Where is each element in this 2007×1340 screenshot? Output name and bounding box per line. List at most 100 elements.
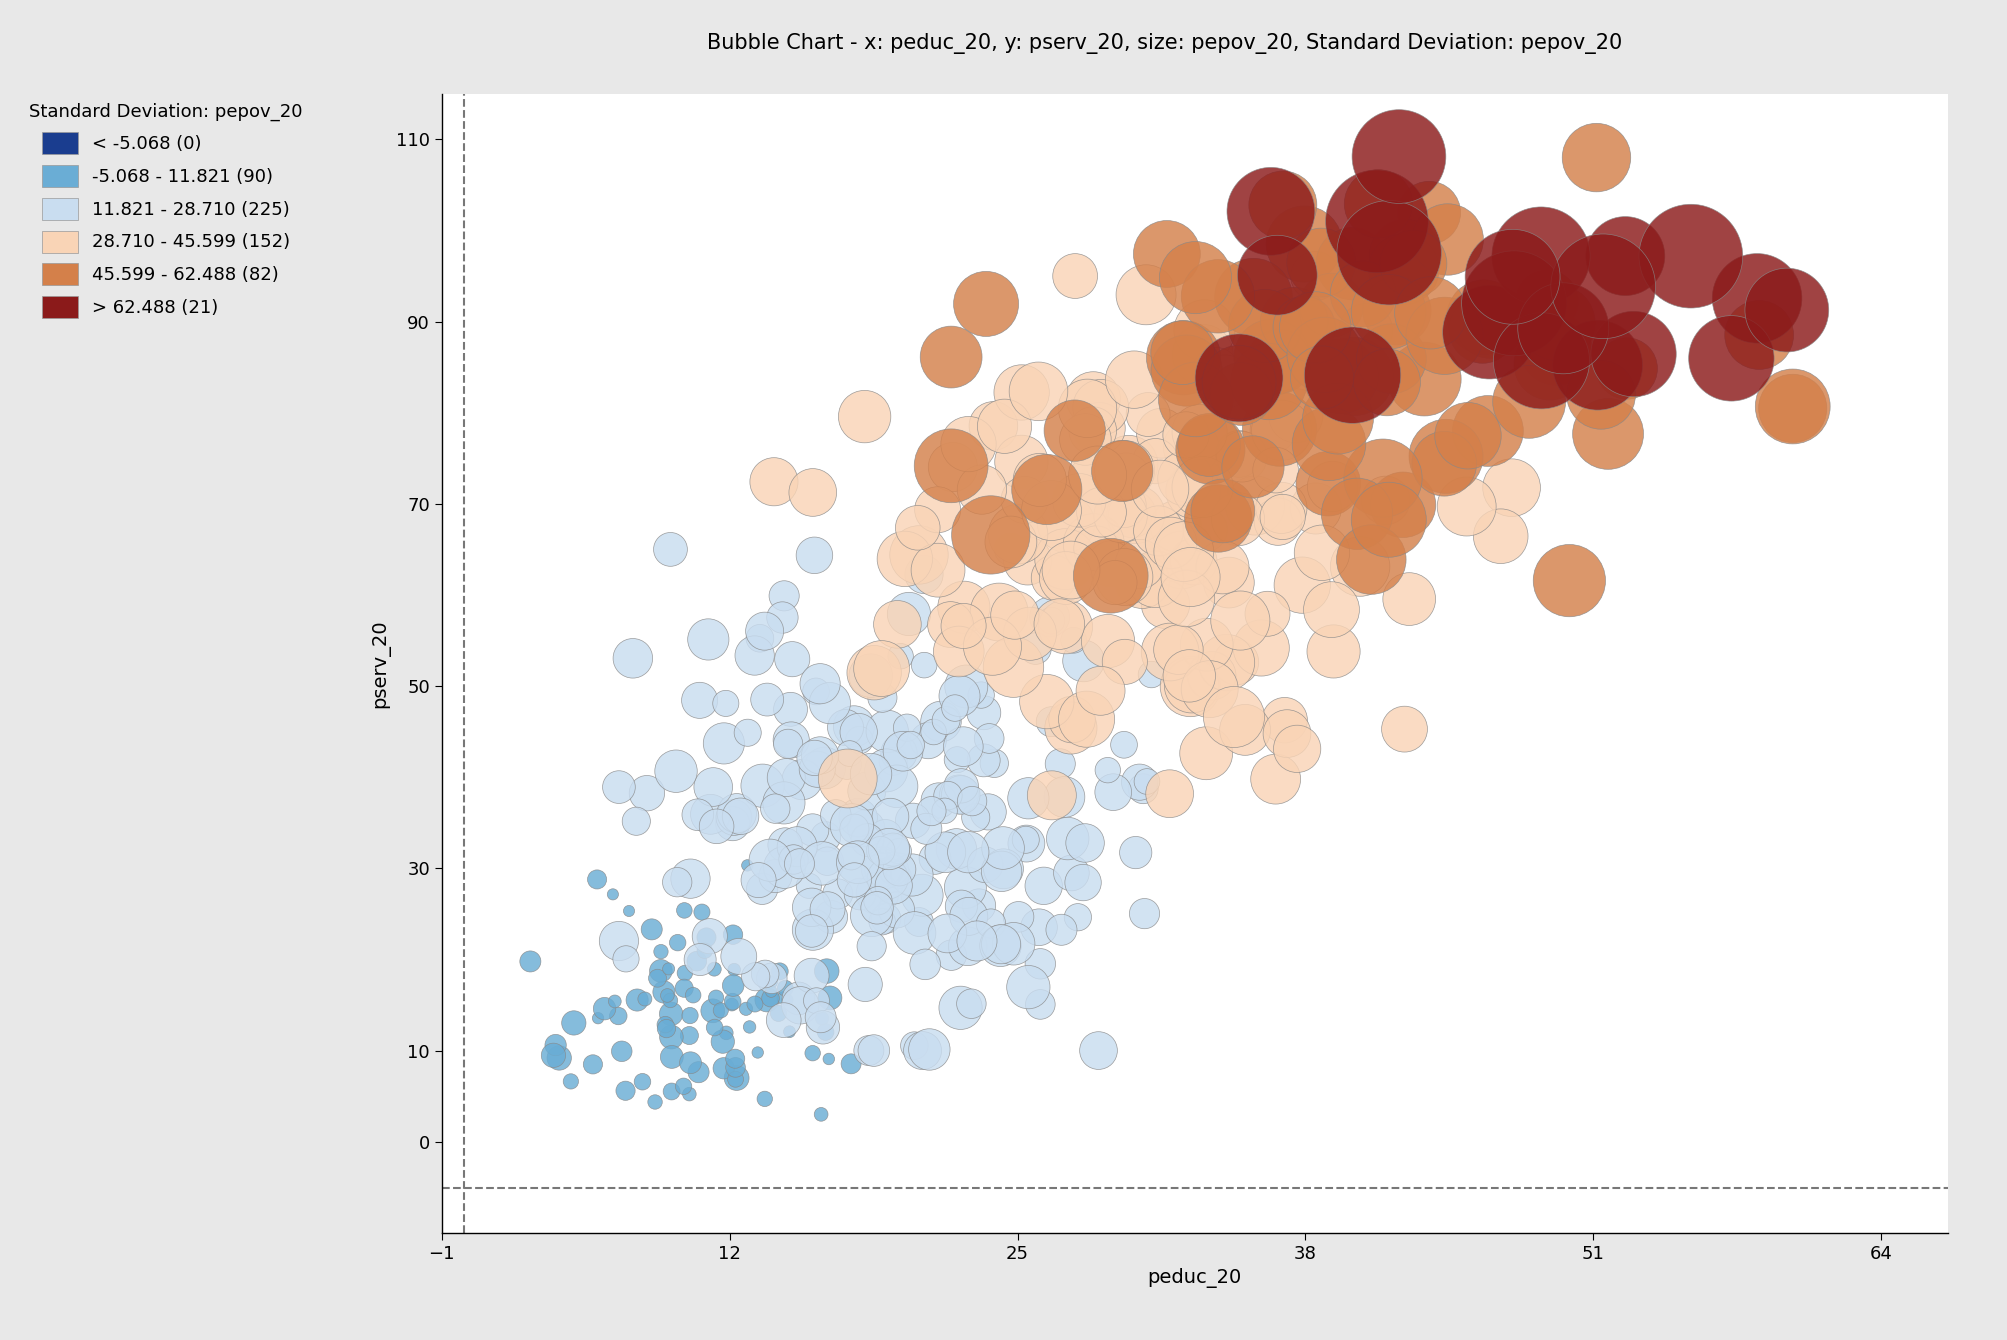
Point [1317, 641, 1349, 662]
Point [1266, 194, 1299, 216]
Point [654, 1081, 686, 1103]
Point [1056, 709, 1088, 730]
Point [871, 868, 903, 890]
Point [674, 1005, 706, 1026]
Point [751, 689, 783, 710]
Point [1254, 347, 1286, 368]
Point [1547, 318, 1580, 339]
Point [1582, 355, 1614, 377]
Point [654, 539, 686, 560]
Point [706, 1030, 739, 1052]
Point [596, 883, 628, 905]
Point [1337, 366, 1369, 387]
Point [831, 768, 863, 789]
Point [660, 761, 692, 783]
Point [1170, 360, 1202, 382]
Point [719, 1057, 751, 1079]
Point [861, 890, 893, 911]
Point [877, 859, 909, 880]
Point [951, 842, 983, 863]
Point [1001, 524, 1034, 545]
Point [1258, 460, 1291, 481]
Point [680, 950, 712, 972]
Point [708, 693, 741, 714]
Point [749, 963, 781, 985]
Point [1776, 398, 1808, 419]
Point [1449, 496, 1481, 517]
Point [1309, 344, 1341, 366]
Point [1533, 354, 1565, 375]
Point [674, 868, 706, 890]
Point [1092, 630, 1124, 651]
Point [1210, 651, 1242, 673]
Point [1471, 421, 1503, 442]
Point [869, 760, 901, 781]
Point [1254, 201, 1286, 222]
Point [1268, 709, 1301, 730]
Point [783, 988, 815, 1009]
Point [749, 1088, 781, 1110]
Point [1355, 549, 1387, 571]
Point [1373, 243, 1405, 264]
Point [1028, 875, 1060, 896]
Point [773, 1021, 805, 1043]
Point [937, 457, 969, 478]
Point [777, 649, 809, 670]
Point [554, 1071, 586, 1092]
Point [743, 627, 775, 649]
Point [1012, 977, 1044, 998]
Point [877, 875, 909, 896]
Point [905, 1040, 937, 1061]
Point [969, 854, 1001, 875]
Point [1106, 460, 1138, 481]
Point [1082, 465, 1114, 486]
Point [929, 842, 961, 863]
Point [1126, 571, 1158, 592]
Point [1770, 299, 1802, 320]
Point [771, 989, 803, 1010]
Point [1126, 779, 1158, 800]
Point [943, 784, 975, 805]
Point [849, 974, 881, 996]
Point [997, 604, 1030, 626]
Point [1058, 265, 1090, 287]
Point [883, 742, 915, 764]
Point [985, 934, 1018, 955]
Point [1108, 651, 1140, 673]
Point [1170, 425, 1202, 446]
Point [767, 1009, 799, 1030]
Point [911, 730, 943, 752]
Point [871, 721, 903, 742]
Point [861, 883, 893, 905]
Point [997, 933, 1030, 954]
Point [917, 721, 949, 742]
Point [751, 989, 783, 1010]
Point [803, 673, 835, 694]
Point [755, 981, 787, 1002]
Point [975, 913, 1008, 934]
Point [1024, 469, 1056, 490]
Point [909, 819, 941, 840]
Point [949, 675, 981, 697]
Point [913, 1038, 945, 1060]
Point [1305, 367, 1337, 389]
Point [1280, 738, 1313, 760]
Point [696, 776, 729, 797]
Point [813, 693, 845, 714]
Point [1381, 300, 1413, 322]
Point [943, 997, 975, 1018]
Point [907, 654, 939, 675]
Point [626, 1071, 658, 1092]
Point [1236, 456, 1268, 477]
Point [775, 729, 807, 750]
Point [1513, 391, 1545, 413]
Point [1387, 259, 1419, 280]
Point [710, 1022, 743, 1044]
Point [1397, 253, 1429, 275]
Point [1116, 504, 1148, 525]
Point [935, 945, 967, 966]
Point [797, 919, 829, 941]
Point [1144, 422, 1176, 444]
Point [630, 783, 662, 804]
Point [1050, 513, 1082, 535]
